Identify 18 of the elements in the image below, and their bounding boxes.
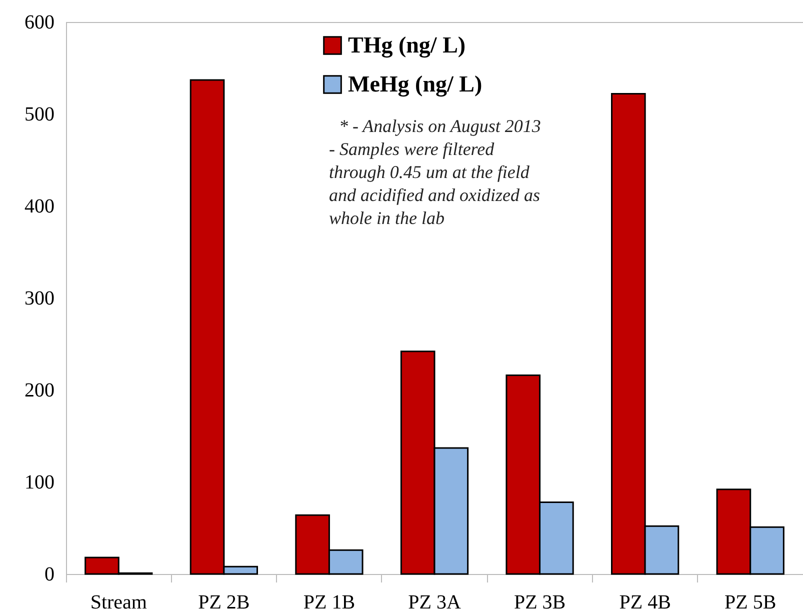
y-tick-label: 400 [24, 196, 54, 218]
x-tick-label: PZ 3B [514, 592, 566, 610]
y-tick-label: 100 [24, 472, 54, 494]
x-tick-label: PZ 5B [724, 592, 776, 610]
x-tick-label: PZ 4B [619, 592, 671, 610]
annotation: - Samples were filtered through 0.45 um at the field and acidified and oxidized as whole in the lab [329, 139, 540, 228]
y-tick-label: 300 [24, 288, 54, 310]
x-tick-label: PZ 2B [198, 592, 250, 610]
y-tick-label: 500 [24, 104, 54, 126]
x-tick-label: PZ 1B [303, 592, 356, 610]
x-tick-label: Stream [90, 592, 148, 610]
x-tick-label: PZ 3A [408, 592, 462, 610]
annotation: * - Analysis on August 2013 [339, 116, 541, 136]
legend-label: MeHg (ng/ L) [348, 72, 482, 98]
y-tick-label: 200 [24, 380, 54, 402]
y-tick-label: 0 [44, 564, 54, 586]
legend-label: THg (ng/ L) [348, 32, 466, 58]
y-tick-label: 600 [24, 12, 54, 34]
